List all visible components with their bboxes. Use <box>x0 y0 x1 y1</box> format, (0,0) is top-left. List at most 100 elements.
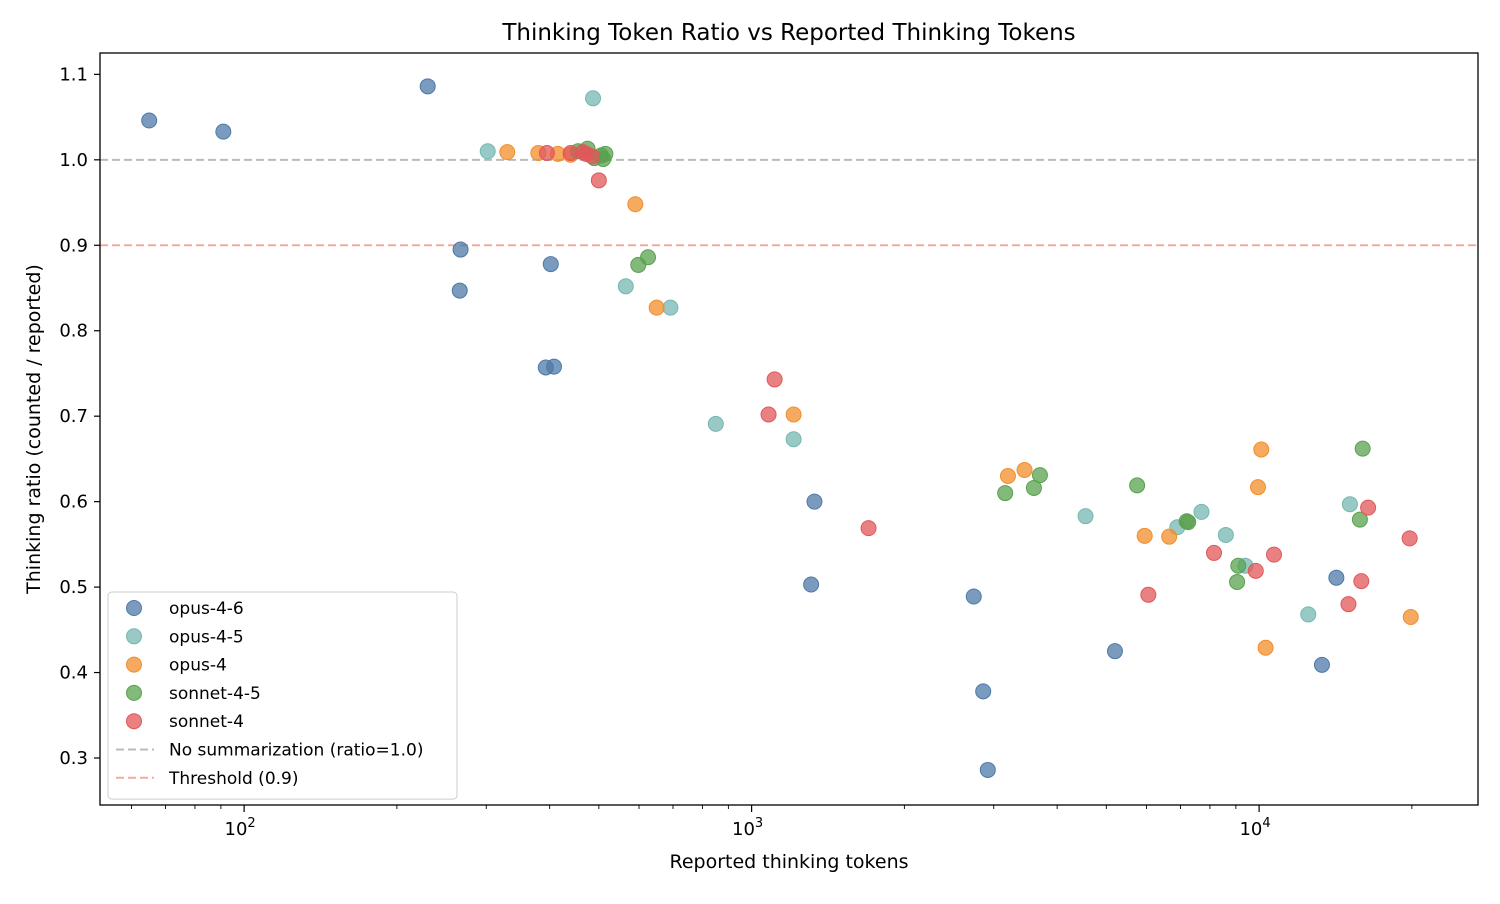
y-tick-label: 0.8 <box>59 321 88 342</box>
data-point-sonnet-4-5-7 <box>640 249 657 266</box>
data-point-sonnet-4-5-11 <box>1129 477 1146 494</box>
data-point-opus-4-5-9 <box>1217 526 1234 543</box>
plot-frame <box>99 52 1479 806</box>
data-point-sonnet-4-13 <box>1340 596 1357 613</box>
data-point-opus-4-6-0 <box>141 112 158 129</box>
legend-marker <box>126 684 142 701</box>
series-opus-4 <box>499 144 1419 656</box>
legend-item-sonnet-4: sonnet-4 <box>126 712 244 732</box>
data-point-sonnet-4-5-16 <box>1354 440 1371 457</box>
data-point-opus-4-7 <box>999 468 1016 484</box>
legend-item-reference-1: Threshold (0.9) <box>116 769 298 789</box>
data-point-opus-4-6-5 <box>542 256 559 273</box>
y-tick-label: 0.9 <box>59 235 88 256</box>
legend-label: No summarization (ratio=1.0) <box>169 741 423 761</box>
data-point-opus-4-11 <box>1253 441 1270 458</box>
data-point-sonnet-4-5-14 <box>1230 557 1247 574</box>
legend-label: sonnet-4-5 <box>169 684 261 704</box>
y-tick-label: 1.0 <box>59 150 88 171</box>
legend-marker <box>126 713 142 730</box>
data-point-sonnet-4-0 <box>538 144 555 161</box>
data-point-opus-4-5-3 <box>662 299 679 316</box>
data-point-opus-4-6-11 <box>975 683 992 700</box>
x-axis-label: Reported thinking tokens <box>669 851 908 873</box>
legend-label: opus-4-6 <box>169 599 244 619</box>
data-point-opus-4-6-15 <box>1313 656 1330 673</box>
x-tick-label: 102 <box>225 816 256 840</box>
legend-label: opus-4 <box>169 656 227 676</box>
data-point-sonnet-4-5-15 <box>1229 573 1246 590</box>
reference-lines <box>100 158 1478 247</box>
legend-item-opus-4: opus-4 <box>126 656 227 676</box>
data-point-opus-4-6-10 <box>965 588 982 605</box>
data-point-opus-4-6-8 <box>806 493 823 510</box>
data-points <box>141 78 1419 778</box>
data-point-sonnet-4-11 <box>1247 562 1264 579</box>
data-point-opus-4-6-3 <box>452 241 469 258</box>
y-tick-label: 0.7 <box>59 406 88 427</box>
data-point-opus-4-5-0 <box>479 143 496 160</box>
data-point-sonnet-4-12 <box>1266 546 1283 563</box>
data-point-opus-4-0 <box>499 144 516 161</box>
series-sonnet-4 <box>538 144 1418 613</box>
data-point-sonnet-4-5-13 <box>1180 514 1197 531</box>
data-point-sonnet-4-5-8 <box>997 485 1014 502</box>
data-point-opus-4-6 <box>785 406 802 423</box>
data-point-opus-4-6-13 <box>1106 643 1123 660</box>
x-axis: 102 103 104 <box>131 805 1413 840</box>
data-point-opus-4-5-2 <box>617 278 634 295</box>
legend-marker <box>126 656 142 673</box>
legend-item-reference-0: No summarization (ratio=1.0) <box>116 741 423 761</box>
y-tick-label: 0.4 <box>59 663 88 684</box>
data-point-sonnet-4-5-9 <box>1025 479 1042 496</box>
data-point-opus-4-10 <box>1161 528 1178 545</box>
y-tick-label: 0.3 <box>59 748 88 769</box>
data-point-opus-4-5 <box>648 299 665 316</box>
legend-label: Threshold (0.9) <box>168 769 298 789</box>
legend-box <box>107 591 458 800</box>
data-point-sonnet-4-5-10 <box>1031 467 1048 484</box>
y-axis-label: Thinking ratio (counted / reported) <box>23 264 45 595</box>
y-tick-label: 0.5 <box>59 577 88 598</box>
data-point-opus-4-5-11 <box>1300 606 1317 623</box>
data-point-opus-4-5-5 <box>785 431 802 448</box>
data-point-opus-4-6-1 <box>215 123 232 140</box>
legend-marker <box>126 628 142 645</box>
legend-label: sonnet-4 <box>169 712 244 732</box>
data-point-opus-4-6-2 <box>419 78 436 95</box>
data-point-sonnet-4-5 <box>590 172 607 189</box>
legend-marker <box>126 600 142 616</box>
data-point-opus-4-9 <box>1136 527 1153 544</box>
data-point-sonnet-4-9 <box>1140 586 1157 603</box>
data-point-sonnet-4-10 <box>1206 544 1223 561</box>
legend-item-opus-4-5: opus-4-5 <box>126 627 244 647</box>
data-point-sonnet-4-8 <box>860 520 877 537</box>
data-point-opus-4-13 <box>1257 639 1274 656</box>
data-point-opus-4-12 <box>1249 479 1266 496</box>
legend-label: opus-4-5 <box>169 627 244 647</box>
data-point-opus-4-6-12 <box>979 761 996 778</box>
chart-title: Thinking Token Ratio vs Reported Thinkin… <box>501 20 1075 46</box>
data-point-opus-4-6-9 <box>803 576 820 593</box>
data-point-opus-4-14 <box>1402 609 1419 625</box>
data-point-opus-4-6-7 <box>546 358 563 375</box>
data-point-sonnet-4-4 <box>584 148 601 165</box>
x-tick-label: 103 <box>732 816 763 840</box>
y-tick-label: 0.6 <box>59 492 88 513</box>
legend-item-sonnet-4-5: sonnet-4-5 <box>126 684 261 704</box>
data-point-opus-4-6-14 <box>1328 569 1345 586</box>
data-point-opus-4-5-1 <box>585 90 602 107</box>
data-point-sonnet-4-15 <box>1360 499 1377 516</box>
data-point-sonnet-4-14 <box>1353 573 1370 590</box>
y-axis: 0.3 0.4 0.5 0.6 0.7 0.8 0.9 1.0 1.1 <box>59 64 100 769</box>
data-point-opus-4-6-4 <box>451 282 468 299</box>
data-point-opus-4-5-6 <box>1077 508 1094 525</box>
series-opus-4-6 <box>141 78 1345 778</box>
data-point-opus-4-4 <box>627 196 644 213</box>
data-point-sonnet-4-16 <box>1401 530 1418 547</box>
legend-item-opus-4-6: opus-4-6 <box>126 599 244 619</box>
x-tick-label: 104 <box>1239 816 1270 840</box>
legend: opus-4-6 opus-4-5 opus-4 sonnet-4-5 sonnet-4… <box>107 591 458 800</box>
